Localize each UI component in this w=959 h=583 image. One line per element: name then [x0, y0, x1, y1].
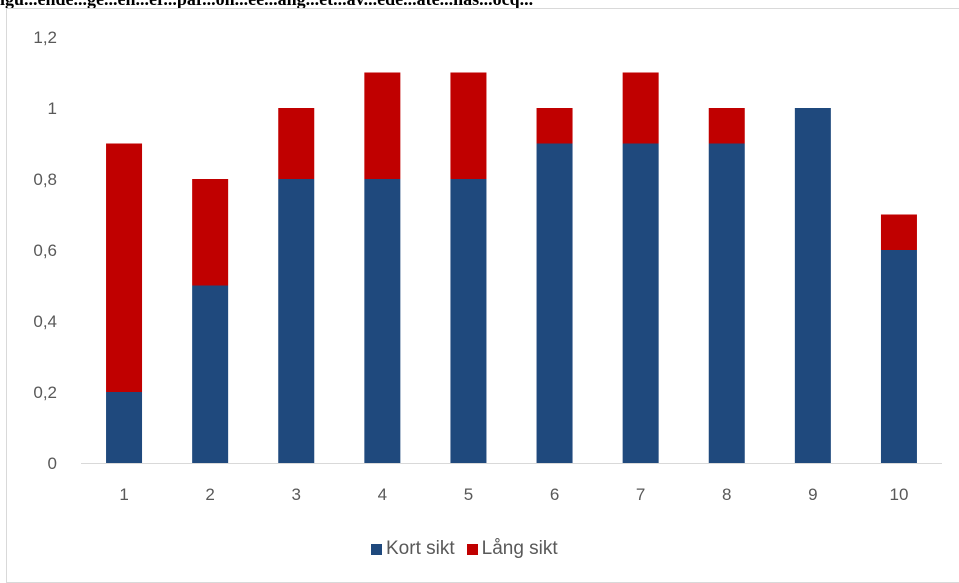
x-tick-label: 2 [205, 485, 214, 504]
x-tick-label: 3 [292, 485, 301, 504]
bar-lang-sikt-1 [106, 143, 143, 392]
x-tick-label: 4 [378, 485, 387, 504]
x-tick-label: 8 [722, 485, 731, 504]
y-tick-label: 0,2 [33, 383, 57, 402]
y-tick-label: 0,6 [33, 241, 57, 260]
bar-lang-sikt-5 [450, 72, 487, 179]
legend-swatch-lang-sikt [466, 543, 478, 555]
x-tick-label: 1 [119, 485, 128, 504]
bar-lang-sikt-8 [708, 108, 745, 144]
y-tick-label: 0 [48, 454, 57, 473]
bar-kort-sikt-2 [192, 285, 229, 463]
x-tick-label: 10 [889, 485, 908, 504]
y-tick-label: 0,4 [33, 312, 57, 331]
bar-lang-sikt-2 [192, 179, 229, 286]
x-tick-label: 6 [550, 485, 559, 504]
y-tick-label: 1,2 [33, 28, 57, 47]
legend: Kort sikt Lång sikt [371, 537, 558, 561]
bar-lang-sikt-3 [278, 108, 315, 179]
legend-label-lang-sikt: Lång sikt [481, 538, 558, 559]
x-tick-label: 7 [636, 485, 645, 504]
legend-item-kort-sikt: Kort sikt [371, 538, 455, 560]
bar-kort-sikt-5 [450, 179, 487, 463]
bar-kort-sikt-9 [794, 108, 831, 463]
bar-kort-sikt-10 [880, 250, 917, 463]
y-tick-label: 0,8 [33, 170, 57, 189]
bar-kort-sikt-7 [622, 143, 659, 463]
y-tick-label: 1 [48, 99, 57, 118]
bar-lang-sikt-6 [536, 108, 573, 144]
legend-swatch-kort-sikt [371, 543, 382, 555]
legend-label-kort-sikt: Kort sikt [386, 538, 455, 559]
bar-kort-sikt-3 [278, 179, 315, 463]
x-tick-label: 5 [464, 485, 473, 504]
legend-item-lang-sikt: Lång sikt [466, 538, 558, 560]
bar-lang-sikt-4 [364, 72, 401, 179]
bar-kort-sikt-4 [364, 179, 401, 463]
chart-title-cropped: igu...ende...ge...en...er...par...on...e… [0, 0, 959, 9]
x-tick-label: 9 [808, 485, 817, 504]
bar-kort-sikt-6 [536, 143, 573, 463]
bar-kort-sikt-8 [708, 143, 745, 463]
bar-lang-sikt-10 [880, 214, 917, 250]
bar-lang-sikt-7 [622, 72, 659, 144]
bar-kort-sikt-1 [106, 392, 143, 463]
